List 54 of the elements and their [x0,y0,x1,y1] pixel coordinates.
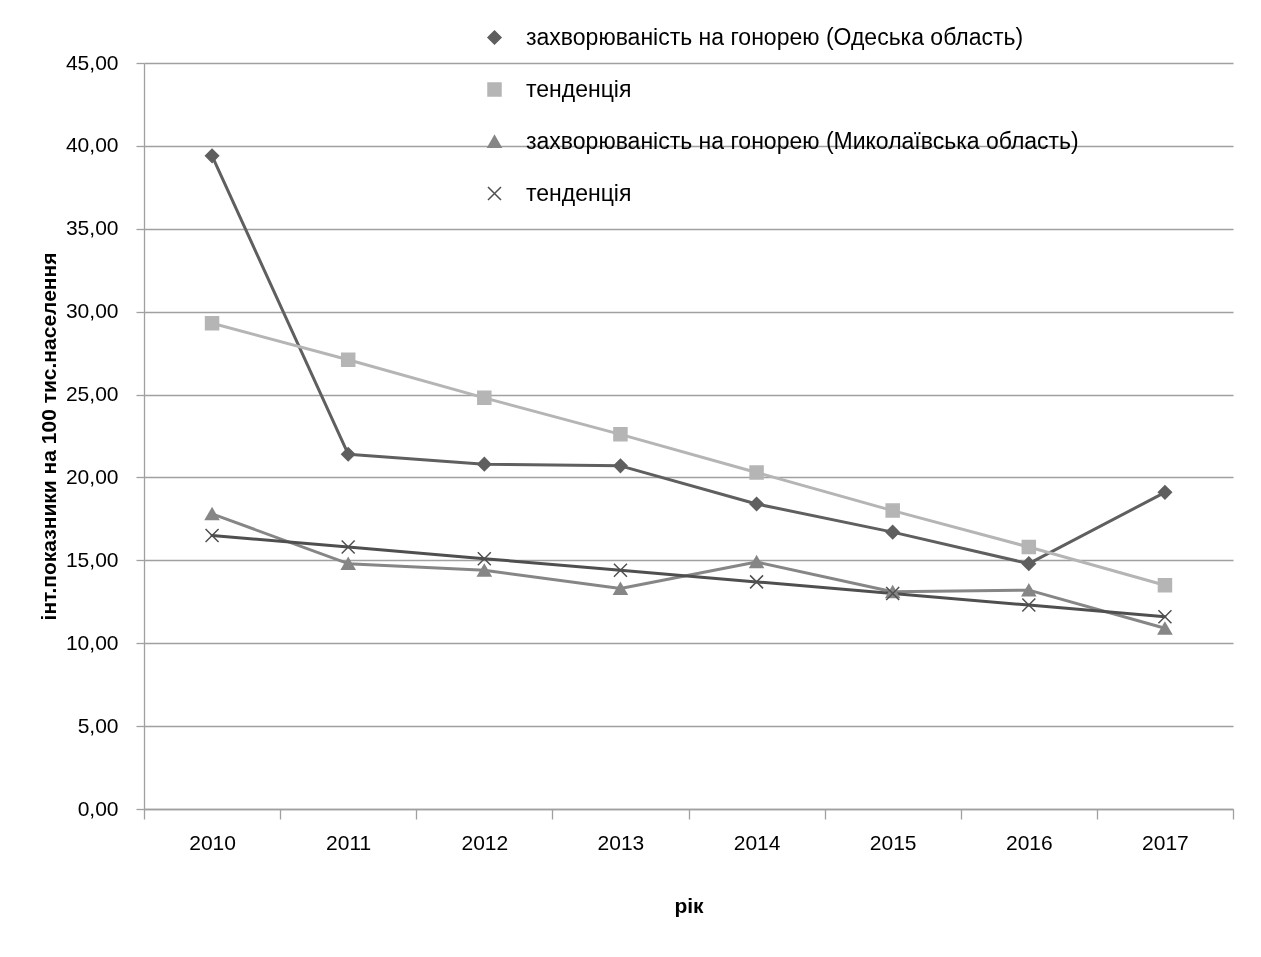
x-tick-label: 2016 [1005,830,1053,854]
point [1157,621,1173,635]
point [613,563,628,578]
point [613,458,628,474]
y-tick-label: 25,00 [65,382,119,406]
y-tick-label: 35,00 [65,216,119,240]
x-tick-label: 2015 [869,830,917,854]
x-tick-label: 2011 [326,830,372,854]
point [1021,597,1037,613]
point [1021,539,1037,555]
x-tick-label: 2010 [189,830,236,854]
y-tick-label: 0,00 [77,796,119,820]
point [1157,485,1173,500]
y-tick-label: 30,00 [65,299,119,323]
point [340,539,356,555]
point [885,524,900,540]
legend-label: тенденція [526,75,632,102]
y-axis-title: інт.показники на 100 тис.населення [36,252,60,621]
point [749,555,764,569]
point [477,563,492,577]
y-tick-label: 15,00 [65,547,119,571]
x-tick-label: 2013 [597,830,645,854]
y-tick-label: 40,00 [65,133,119,157]
point [613,427,628,442]
point [204,528,220,543]
legend-label: захворюваність на гонорею (Одеська область) [526,23,1024,50]
point [204,148,220,164]
legend-label: тенденція [526,179,632,206]
y-tick-label: 10,00 [65,630,119,654]
x-tick-label: 2017 [1142,830,1189,854]
point [613,582,628,595]
x-tick-label: 2014 [733,830,781,854]
point [204,507,220,521]
point [1021,556,1037,571]
legend-label: захворюваність на гонорею (Миколаївська область) [526,127,1079,154]
point [749,465,764,480]
point [340,352,356,367]
point [749,574,764,590]
point [1021,583,1037,597]
point [204,316,220,331]
y-tick-label: 20,00 [65,464,119,488]
x-axis-title: рік [674,893,705,917]
point [340,446,356,462]
point [477,456,492,472]
point [749,496,764,512]
point [340,557,356,571]
point [1157,577,1173,593]
y-tick-label: 5,00 [77,713,119,737]
point [885,503,900,518]
point [477,551,492,566]
point [1157,609,1173,624]
point [477,390,492,406]
x-tick-label: 2012 [461,830,509,854]
y-tick-label: 45,00 [65,50,119,74]
